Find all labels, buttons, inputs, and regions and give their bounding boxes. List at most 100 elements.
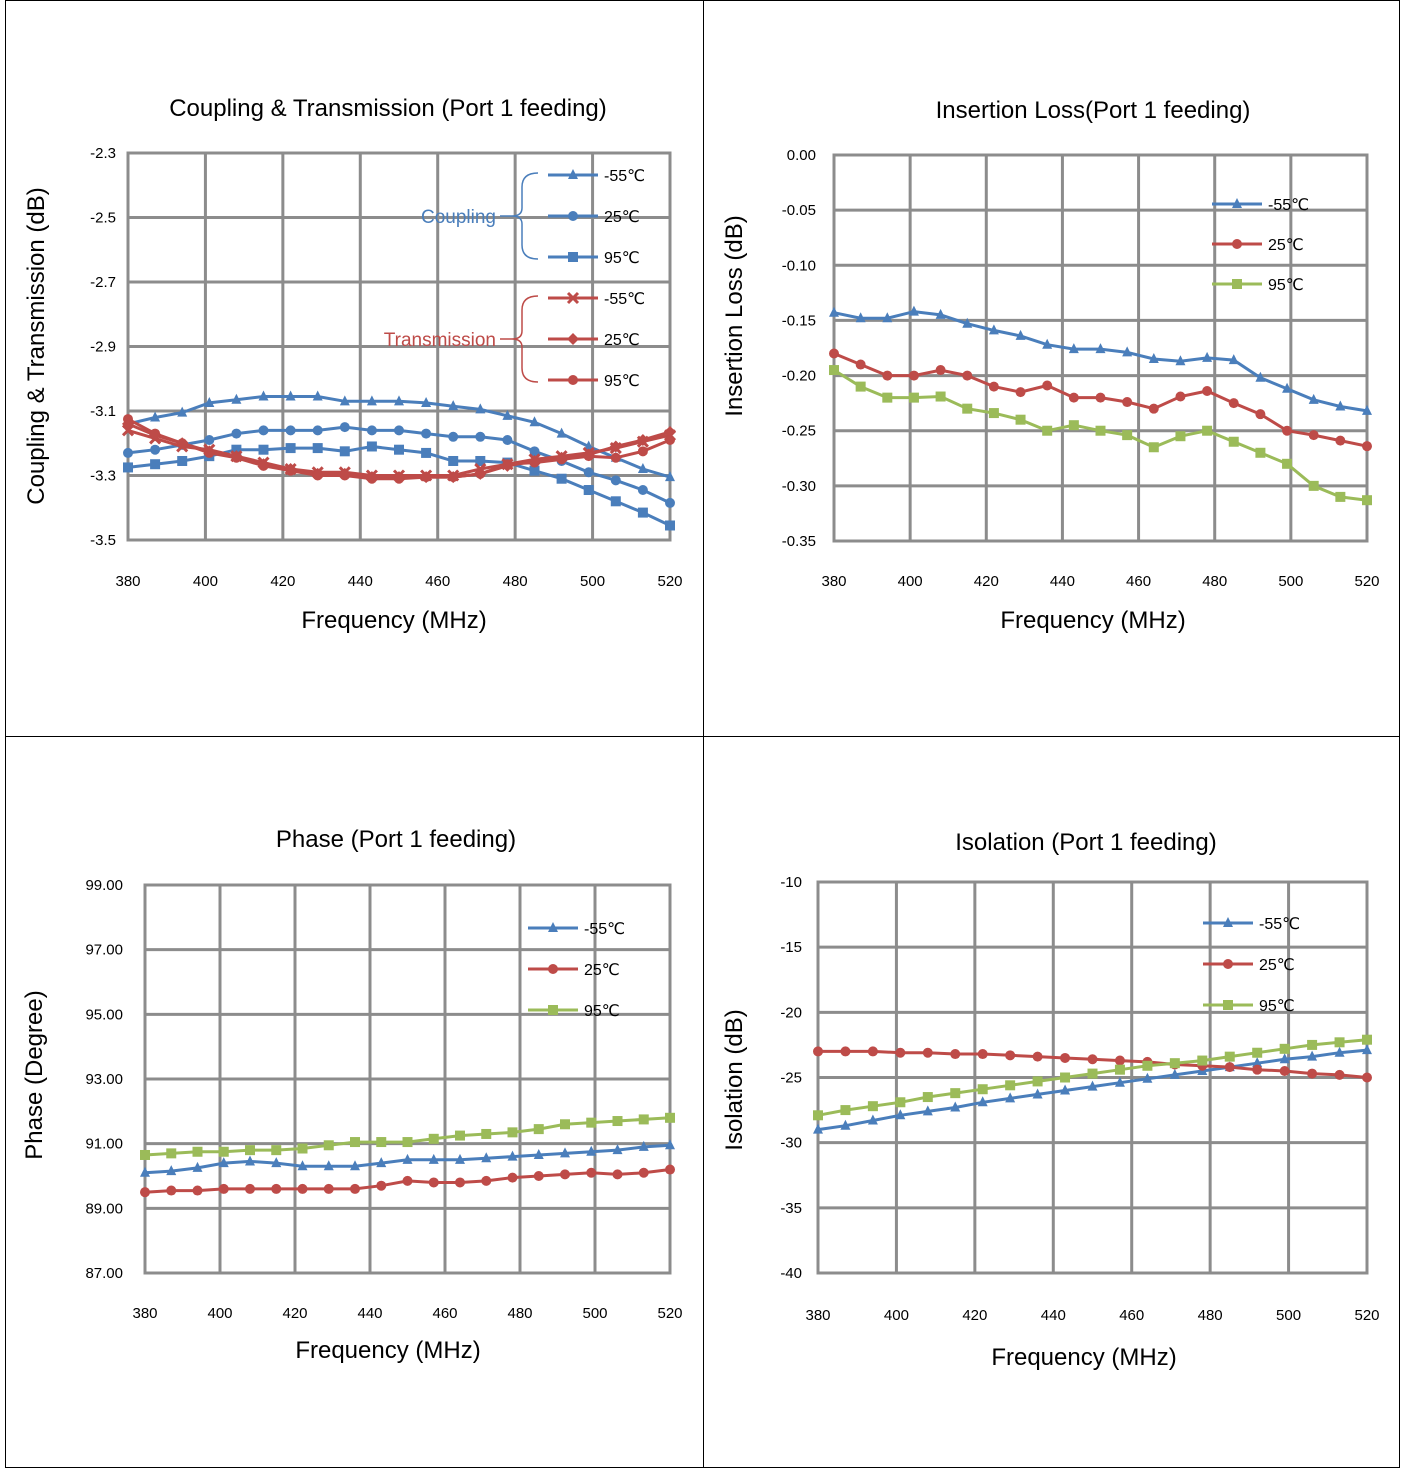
data-point — [1362, 441, 1372, 452]
data-point — [177, 455, 188, 466]
data-point — [586, 1117, 597, 1128]
x-tick-label: 500 — [580, 573, 605, 590]
x-tick-label: 520 — [1354, 573, 1379, 590]
data-point — [637, 463, 648, 474]
x-axis-label: Frequency (MHz) — [295, 1337, 480, 1364]
data-point — [366, 395, 377, 406]
data-point — [935, 391, 946, 402]
data-point — [475, 403, 486, 414]
data-point — [218, 1146, 229, 1157]
data-point — [609, 440, 622, 453]
data-point — [1142, 1072, 1153, 1083]
data-point — [665, 1112, 675, 1123]
y-tick-label: -0.35 — [782, 533, 816, 550]
data-point — [312, 425, 323, 436]
data-point — [895, 1047, 906, 1058]
data-point — [560, 1147, 570, 1158]
legend-marker — [1223, 917, 1233, 927]
data-point — [258, 460, 269, 471]
y-tick-label: 0.00 — [787, 147, 816, 164]
series-3 — [813, 1034, 1372, 1121]
data-point — [245, 1155, 255, 1166]
chart-3: 380 400 420 440 460 480 500 520 99.00 97.00 95.00 9… — [21, 826, 683, 1364]
data-point — [533, 1171, 544, 1181]
series-6 — [123, 414, 675, 484]
x-tick-label: 440 — [1041, 1307, 1066, 1324]
data-point — [1362, 1034, 1372, 1045]
legend-marker — [1223, 1000, 1233, 1010]
y-tick-label: -35 — [780, 1200, 802, 1217]
data-point — [556, 454, 567, 465]
data-point — [560, 1169, 570, 1180]
legend-group-label: Transmission — [384, 330, 496, 351]
y-tick-label: 97.00 — [85, 942, 123, 959]
legend-marker — [1232, 239, 1242, 249]
data-point — [1005, 1092, 1016, 1103]
data-point — [1060, 1084, 1071, 1095]
y-tick-label: -0.25 — [782, 423, 816, 440]
data-point — [895, 1109, 906, 1120]
data-point — [285, 425, 296, 436]
data-point — [394, 395, 404, 406]
legend-marker — [1232, 198, 1242, 208]
series-3 — [829, 365, 1372, 506]
data-point — [231, 393, 242, 404]
data-point — [840, 1105, 851, 1116]
y-tick-label: -3.3 — [90, 468, 116, 485]
data-point — [610, 496, 621, 507]
data-point — [258, 444, 269, 455]
y-tick-label: -0.20 — [782, 368, 816, 385]
data-point — [192, 1185, 203, 1196]
x-tick-label: 420 — [270, 573, 295, 590]
data-point — [297, 1143, 308, 1154]
data-point — [610, 475, 621, 486]
data-point — [402, 1175, 413, 1186]
data-point — [867, 1046, 878, 1057]
data-point — [475, 468, 486, 479]
y-tick-label: -30 — [780, 1135, 802, 1152]
data-point — [376, 1157, 387, 1168]
y-tick-label: 93.00 — [85, 1071, 123, 1088]
legend-entry: -55℃ — [1259, 916, 1300, 933]
data-point — [533, 1124, 544, 1135]
data-point — [922, 1092, 933, 1103]
data-point — [1252, 1047, 1263, 1058]
data-point — [150, 459, 161, 470]
data-point — [813, 1046, 823, 1057]
y-tick-label: 89.00 — [85, 1200, 123, 1217]
legend-marker — [567, 333, 579, 345]
data-point — [285, 443, 296, 454]
data-point — [1255, 447, 1266, 458]
data-point — [1015, 414, 1026, 425]
y-tick-label: -0.10 — [782, 257, 816, 274]
data-point — [1169, 1068, 1180, 1079]
data-point — [502, 435, 513, 446]
data-point — [813, 1123, 823, 1134]
data-point — [350, 1160, 360, 1171]
data-point — [1068, 343, 1079, 354]
data-point — [271, 1157, 282, 1168]
legend-entry: 95℃ — [604, 373, 640, 390]
data-point — [1335, 491, 1346, 502]
data-point — [908, 370, 919, 381]
data-point — [665, 497, 675, 508]
x-tick-label: 420 — [962, 1307, 987, 1324]
data-point — [1308, 393, 1319, 404]
plot-area — [143, 883, 672, 1275]
data-point — [1202, 386, 1213, 397]
y-tick-label: -2.7 — [90, 274, 116, 291]
y-tick-label: -20 — [780, 1004, 802, 1021]
data-point — [1095, 343, 1106, 354]
x-tick-label: 400 — [884, 1307, 909, 1324]
data-point — [1282, 425, 1293, 436]
data-point — [583, 485, 594, 496]
data-point — [935, 365, 946, 376]
x-tick-label: 480 — [503, 573, 528, 590]
data-point — [366, 473, 377, 484]
legend-marker — [1232, 279, 1242, 289]
x-tick-label: 520 — [657, 573, 682, 590]
x-tick-label: 440 — [357, 1305, 382, 1322]
legend-marker — [566, 291, 580, 305]
data-point — [312, 390, 323, 401]
